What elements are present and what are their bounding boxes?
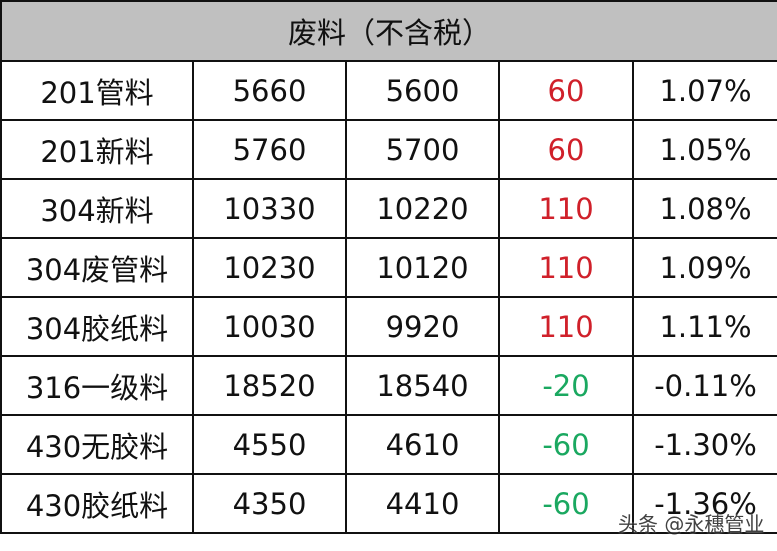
table-row: 304胶纸料 10030 9920 110 1.11% (0, 296, 777, 357)
price-previous: 4610 (345, 414, 500, 475)
price-current: 4550 (192, 414, 347, 475)
price-change: -60 (498, 414, 634, 475)
scrap-price-table: 废料（不含税） 201管料 5660 5600 60 1.07% 201新料 5760 570… (0, 0, 777, 534)
price-change: -60 (498, 473, 634, 534)
price-current: 10330 (192, 178, 347, 239)
price-current: 5660 (192, 60, 347, 121)
material-name: 430胶纸料 (0, 473, 194, 534)
table-row: 430无胶料 4550 4610 -60 -1.30% (0, 414, 777, 475)
change-percent: 1.08% (631, 178, 777, 239)
price-current: 18520 (192, 355, 347, 416)
price-change: 60 (498, 119, 634, 180)
price-change: 110 (498, 178, 634, 239)
material-name: 304胶纸料 (0, 296, 194, 357)
price-previous: 9920 (345, 296, 500, 357)
table-row: 201新料 5760 5700 60 1.05% (0, 119, 777, 180)
table-row: 304废管料 10230 10120 110 1.09% (0, 237, 777, 298)
material-name: 201新料 (0, 119, 194, 180)
material-name: 201管料 (0, 60, 194, 121)
change-percent: 1.09% (631, 237, 777, 298)
table-title: 废料（不含税） (0, 0, 777, 62)
price-previous: 10220 (345, 178, 500, 239)
price-change: 110 (498, 237, 634, 298)
material-name: 304废管料 (0, 237, 194, 298)
price-previous: 10120 (345, 237, 500, 298)
change-percent: -0.11% (631, 355, 777, 416)
price-change: 60 (498, 60, 634, 121)
price-previous: 5700 (345, 119, 500, 180)
price-current: 5760 (192, 119, 347, 180)
change-percent: 1.07% (631, 60, 777, 121)
material-name: 316一级料 (0, 355, 194, 416)
price-change: 110 (498, 296, 634, 357)
change-percent: 1.11% (631, 296, 777, 357)
price-current: 4350 (192, 473, 347, 534)
watermark: 头条 @永穗管业 (618, 512, 765, 536)
price-previous: 18540 (345, 355, 500, 416)
price-previous: 4410 (345, 473, 500, 534)
table-row: 201管料 5660 5600 60 1.07% (0, 60, 777, 121)
table-row: 304新料 10330 10220 110 1.08% (0, 178, 777, 239)
material-name: 304新料 (0, 178, 194, 239)
change-percent: -1.36% (631, 473, 777, 534)
change-percent: 1.05% (631, 119, 777, 180)
table-row: 430胶纸料 4350 4410 -60 -1.36% (0, 473, 777, 534)
price-change: -20 (498, 355, 634, 416)
table-row: 316一级料 18520 18540 -20 -0.11% (0, 355, 777, 416)
material-name: 430无胶料 (0, 414, 194, 475)
price-current: 10230 (192, 237, 347, 298)
price-current: 10030 (192, 296, 347, 357)
change-percent: -1.30% (631, 414, 777, 475)
price-previous: 5600 (345, 60, 500, 121)
